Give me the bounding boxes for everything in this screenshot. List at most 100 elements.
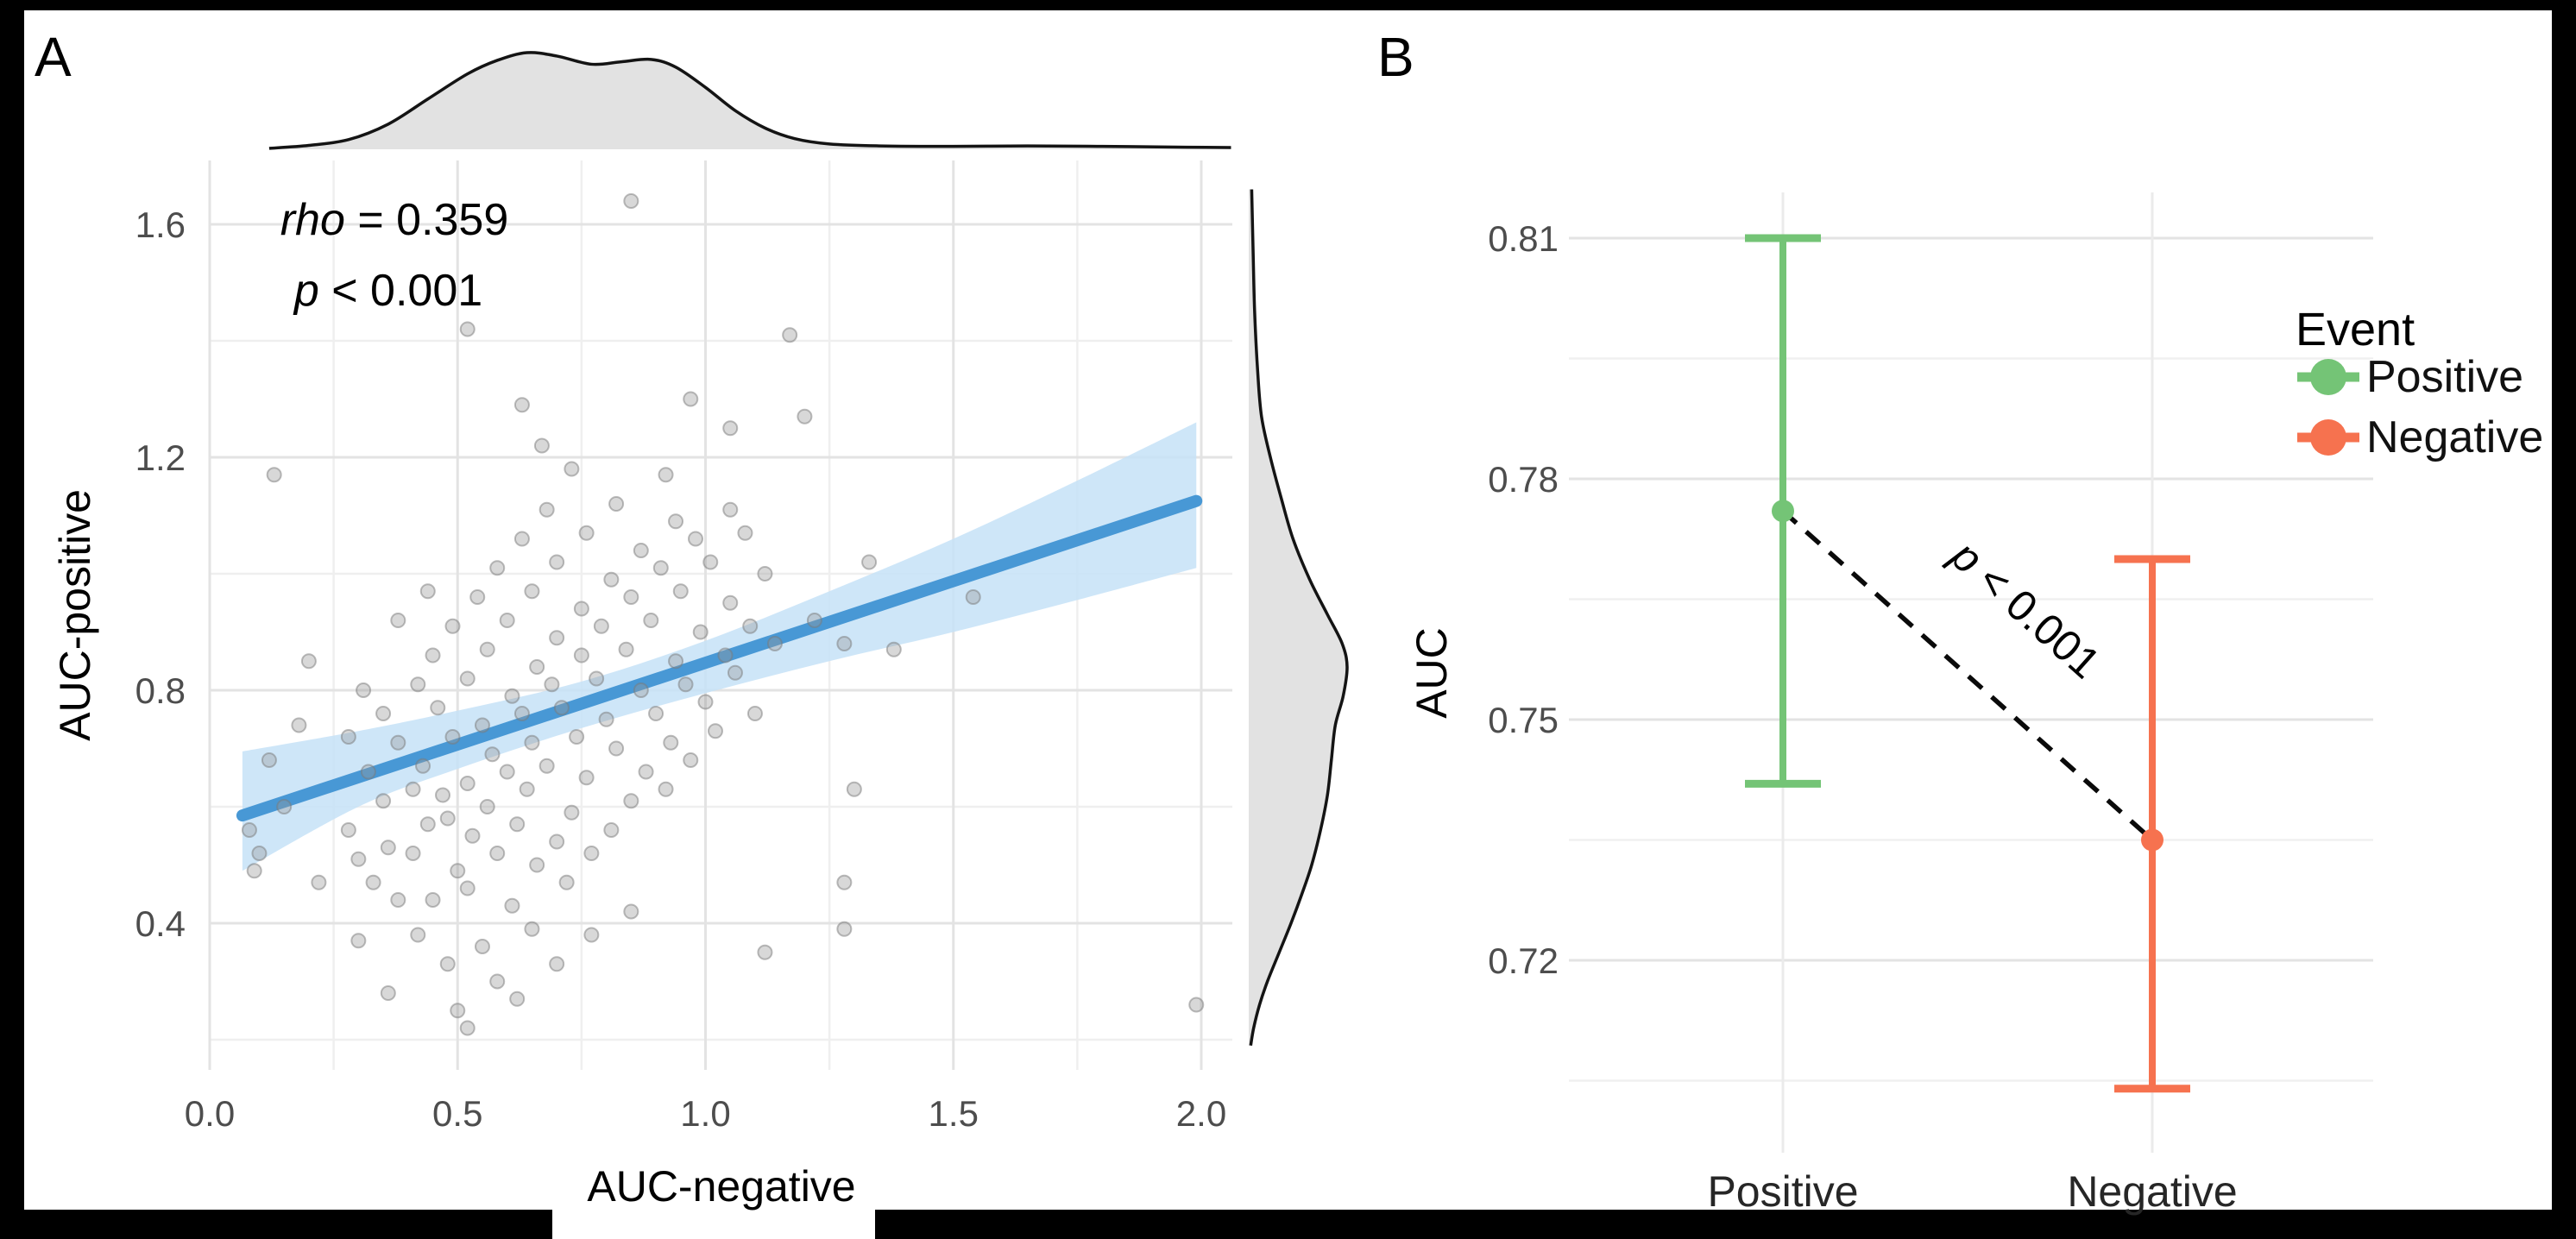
scatter-point — [489, 846, 506, 861]
scatter-point — [459, 880, 476, 896]
scatter-point — [419, 583, 436, 600]
scatter-point — [375, 793, 392, 809]
x-tick-label: 1.0 — [680, 1093, 730, 1134]
x-tick-label: 2.0 — [1176, 1093, 1226, 1134]
y-tick-label: 0.72 — [1488, 940, 1559, 981]
scatter-point — [573, 601, 589, 617]
scatter-point — [643, 613, 659, 628]
right-density-area — [1249, 189, 1348, 1046]
scatter-point — [524, 734, 540, 751]
scatter-point — [603, 822, 620, 838]
scatter-point — [459, 670, 476, 687]
right-marginal-density — [1249, 189, 1349, 1047]
scatter-point — [623, 193, 639, 209]
y-tick-label: 1.6 — [135, 204, 186, 245]
scatter-point — [583, 927, 600, 943]
scatter-point — [846, 781, 862, 797]
mean-point — [1772, 500, 1794, 523]
scatter-point — [861, 554, 878, 570]
legend-entry-label: Positive — [2366, 352, 2523, 402]
scatter-point — [276, 799, 293, 814]
scatter-point — [529, 659, 545, 675]
scatter-point — [757, 566, 773, 582]
scatter-point — [504, 688, 520, 704]
scatter-point — [459, 776, 476, 791]
scatter-point — [707, 723, 723, 739]
pvalue-annotation-a: p < 0.001 — [293, 266, 482, 316]
panel-a-label: A — [35, 26, 72, 88]
scatter-point — [469, 589, 486, 605]
panel-b-tick-labels: 0.72 0.75 0.78 0.81 Positive Negative — [1488, 218, 2237, 1216]
x-tick-label: 0.5 — [432, 1093, 482, 1134]
scatter-point — [524, 921, 540, 937]
scatter-point — [766, 636, 783, 651]
scatter-point — [633, 543, 649, 558]
scatter-point — [439, 956, 456, 972]
scatter-point — [430, 700, 446, 716]
scatter-point — [533, 437, 550, 454]
scatter-point — [692, 624, 709, 640]
top-density-area — [268, 52, 1231, 150]
scatter-point — [419, 816, 436, 833]
scatter-point — [300, 653, 317, 670]
mean-point — [2141, 828, 2163, 852]
scatter-point — [836, 921, 853, 937]
scatter-point — [444, 729, 461, 745]
regression-confidence-band — [242, 422, 1197, 871]
scatter-point — [261, 752, 277, 768]
scatter-point — [797, 408, 813, 425]
legend-entry-label: Negative — [2366, 412, 2543, 462]
legend: Positive Negative — [2297, 352, 2543, 462]
scatter-point — [553, 700, 570, 716]
scatter-point — [549, 956, 565, 972]
scatter-point — [479, 799, 495, 814]
legend-key-point — [2310, 419, 2346, 456]
correlation-annotation: rho = 0.359 — [280, 195, 509, 245]
scatter-point — [722, 420, 739, 437]
scatter-point — [484, 746, 501, 763]
scatter-point — [672, 583, 689, 600]
scatter-point — [489, 973, 506, 990]
scatter-points — [241, 193, 1205, 1036]
legend-entry: Positive — [2297, 352, 2523, 402]
scatter-point — [549, 554, 565, 570]
scatter-point — [519, 781, 535, 797]
scatter-point — [340, 729, 356, 745]
scatter-point — [558, 874, 575, 890]
scatter-point — [668, 513, 684, 530]
y-tick-label: 0.81 — [1488, 218, 1559, 259]
scatter-point — [291, 717, 307, 733]
scatter-point — [390, 613, 406, 628]
scatter-point — [474, 717, 490, 733]
scatter-point — [683, 391, 699, 407]
confidence-band-area — [242, 422, 1197, 871]
scatter-point — [727, 664, 743, 681]
scatter-point — [524, 583, 540, 600]
scatter-point — [965, 589, 981, 605]
scatter-point — [746, 706, 763, 721]
scatter-point — [425, 647, 441, 664]
scatter-point — [499, 764, 515, 780]
scatter-point — [683, 752, 699, 768]
scatter-point — [836, 874, 853, 890]
scatter-point — [405, 781, 421, 797]
scatter-point — [549, 833, 565, 850]
scatter-point — [479, 641, 495, 657]
scatter-point — [722, 594, 739, 611]
category-label: Negative — [2067, 1167, 2237, 1216]
scatter-point — [885, 641, 902, 657]
scatter-point — [677, 676, 694, 693]
scatter-point — [539, 501, 555, 518]
top-marginal-density — [268, 51, 1231, 150]
scatter-point — [266, 467, 282, 483]
scatter-point — [589, 670, 605, 687]
scatter-point — [702, 554, 719, 570]
scatter-point — [405, 846, 421, 861]
y-tick-label: 0.78 — [1488, 459, 1559, 500]
x-tick-label: 0.0 — [185, 1093, 235, 1134]
scatter-point — [658, 781, 674, 797]
scatter-point — [549, 630, 565, 646]
scatter-point — [608, 496, 625, 512]
scatter-point — [742, 618, 759, 634]
